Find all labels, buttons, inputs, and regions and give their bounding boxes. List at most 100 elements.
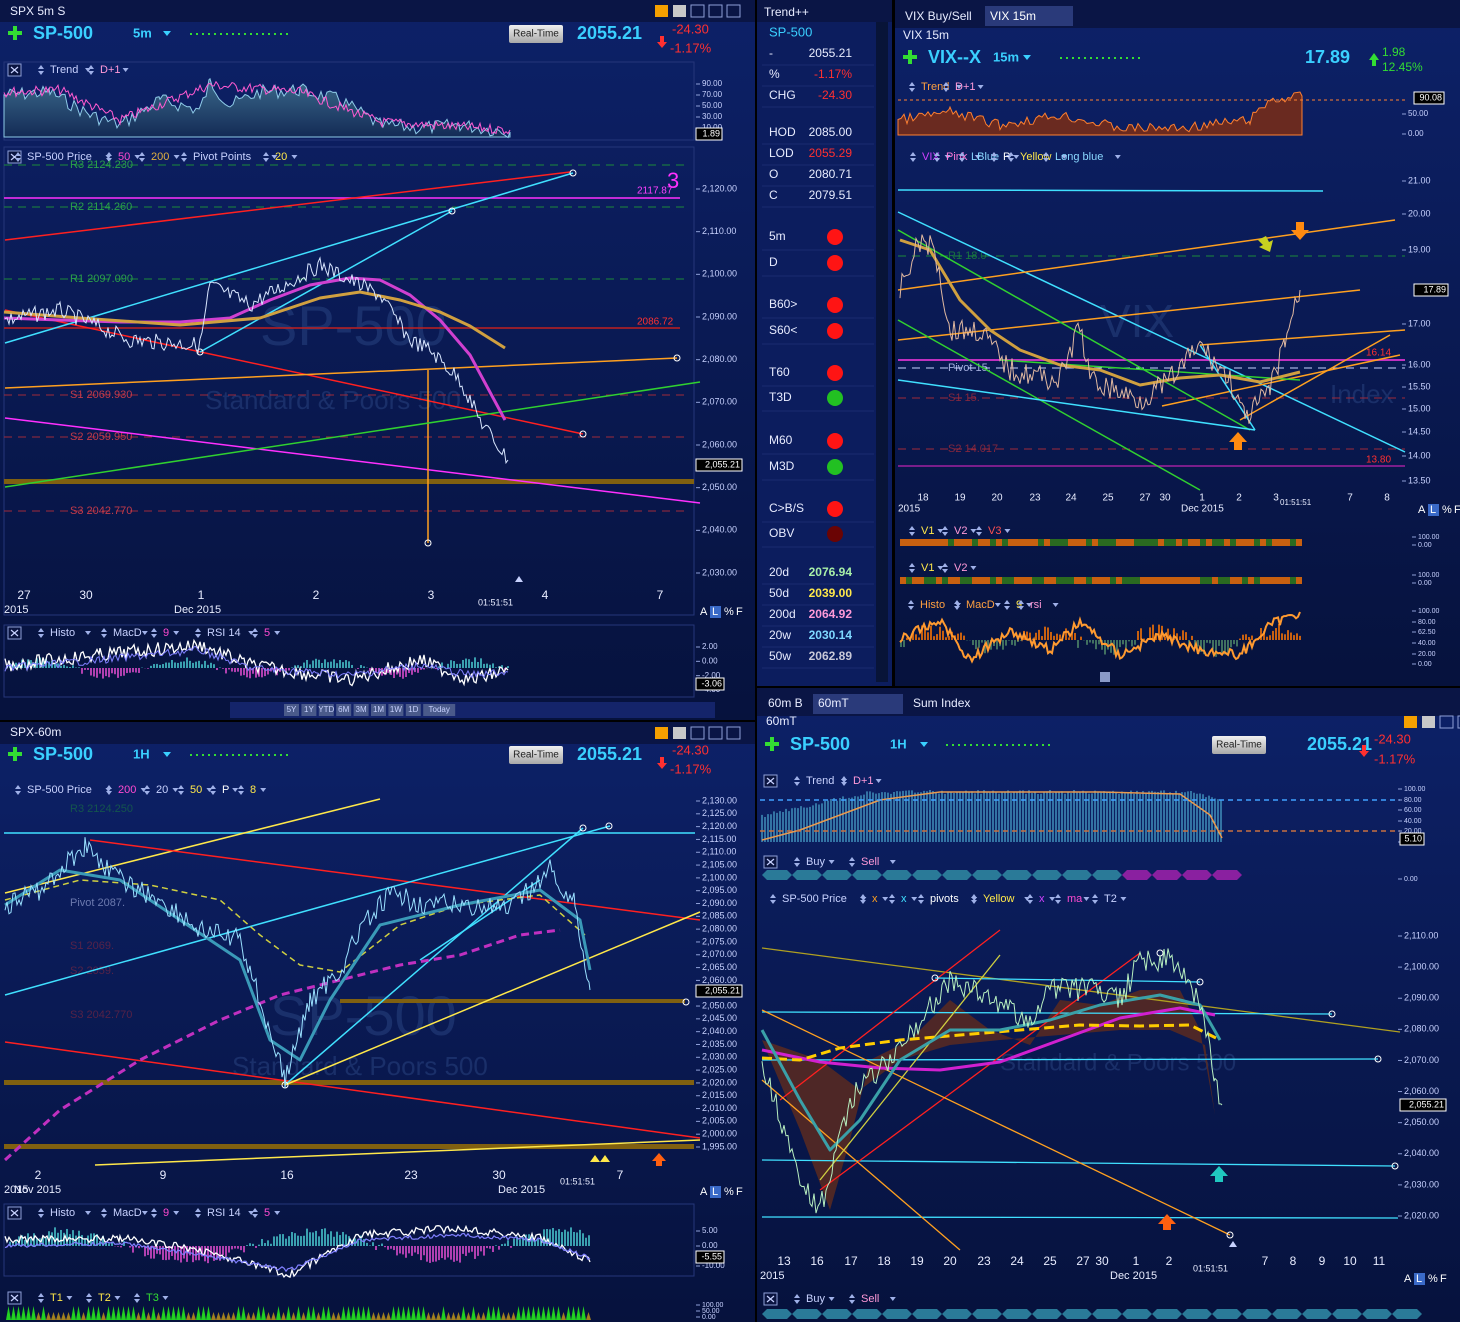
histogram-bar [294,665,296,668]
histogram-bar [159,664,161,668]
histogram-bar [327,662,329,668]
signal-bar [416,1306,421,1320]
window-title: Trend++ [764,5,809,19]
signal-bar [546,1306,551,1320]
signal-bar [531,1306,536,1320]
row-label: T3D [769,390,792,404]
histogram-bar [1284,634,1286,640]
axis-button-label: % [1442,504,1452,516]
signal-bar [156,1312,161,1320]
y-tick-label: 2,080.00 [702,924,737,934]
signal-bar [351,1306,356,1320]
histogram-bar [1212,640,1214,650]
row-label: M3D [769,459,795,473]
realtime-button[interactable] [509,25,563,43]
range-button[interactable] [388,704,404,716]
range-button[interactable] [284,704,299,716]
histogram-bar [1227,640,1229,654]
trend-line [4,381,701,488]
x-year-label: Dec 2015 [498,1184,545,1196]
signal-bar [231,1312,236,1320]
histogram-bar [84,1238,86,1246]
range-button[interactable] [423,704,456,716]
price-trace [4,837,591,1089]
range-button[interactable] [353,704,369,716]
histogram-bar [501,1244,503,1246]
y-tick-label: 0.00 [1404,876,1418,883]
signal-bar [1212,539,1218,546]
signal-bar [990,539,996,546]
range-button[interactable] [405,704,421,716]
histogram-bar [213,664,215,668]
histogram-bar [309,664,311,668]
active-tab [985,6,1073,26]
histogram-bar [78,1230,80,1246]
y-tick-label: 2,040.00 [702,525,737,535]
signal-bar [1098,539,1104,546]
histogram-bar [414,668,416,673]
signal-bar [296,1306,301,1320]
tab-bar [895,0,1460,28]
histogram-bar [522,1237,524,1246]
range-button[interactable] [336,704,352,716]
legend-handle [991,152,997,162]
clock: 01:51:51 [1193,1263,1228,1273]
histogram-bar [117,1246,119,1247]
histogram-bar [1260,628,1262,640]
row-label: B60> [769,297,797,311]
add-symbol-icon [903,50,917,64]
range-button[interactable] [371,704,386,716]
histogram-bar [288,1236,290,1246]
y-tick-label: 2,050.00 [702,1000,737,1010]
anchor-point [1391,1162,1399,1170]
label: V1 [921,525,934,537]
histogram-bar [318,659,320,668]
window-button [1422,716,1435,728]
histogram-bar [153,664,155,668]
histogram-bar [1059,634,1061,640]
histogram-bar [936,634,938,640]
signal-bar [16,1306,21,1320]
x-tick-label: 27 [1076,1254,1090,1268]
legend-handle [942,563,948,573]
histogram-bar [360,665,362,668]
trend-line [897,319,1201,491]
signal-bar [261,1306,266,1320]
legend-handle [910,152,916,162]
signal-band [1242,1309,1272,1319]
histogram-bar [576,1232,578,1246]
range-button[interactable] [301,704,317,716]
range-label: Today [429,705,450,714]
label: MacD [113,1207,142,1219]
histogram-bar [1026,631,1028,640]
signal-bar [71,1306,76,1320]
legend-handle [943,82,949,92]
histogram-bar [381,1243,383,1246]
histogram-bar [12,664,14,668]
histogram-bar [249,1243,251,1246]
signal-band [822,870,852,880]
realtime-button[interactable] [509,746,563,764]
signal-bar [1176,539,1182,546]
last-price: 2055.21 [1307,734,1372,754]
signal-bar [146,1312,151,1320]
signal-bar [191,1312,196,1320]
histogram-bar [207,1246,209,1264]
signal-bar [1062,577,1068,584]
legend-handle [106,152,112,162]
histogram-bar [285,1238,287,1246]
signal-bar [978,577,984,584]
signal-band [1002,870,1032,880]
histogram-bar [255,668,257,678]
histogram-bar [477,661,479,668]
realtime-button[interactable] [1212,736,1266,754]
range-button[interactable] [318,704,334,716]
histogram-bar [471,1246,473,1252]
signal-bar [1080,539,1086,546]
row-value: -24.30 [818,88,852,102]
axis-button-label: A [700,606,708,618]
y-tick-label: 2,020.00 [702,1077,737,1087]
axis-button-label: L [712,606,718,618]
signal-bar [431,1312,436,1320]
histogram-bar [1029,632,1031,640]
